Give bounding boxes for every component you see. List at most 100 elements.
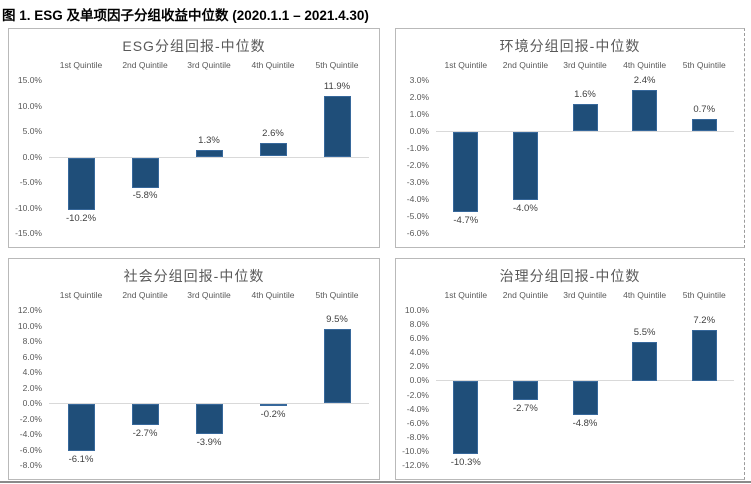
y-axis-tick-label: 0.0% (409, 126, 429, 136)
chart-title-governance: 治理分组回报-中位数 (499, 268, 641, 284)
y-axis-tick-label: -2.0% (406, 160, 429, 170)
y-axis-tick-label: -4.0% (406, 403, 429, 414)
bar-data-label: 5.5% (633, 326, 656, 338)
bar-data-label: 2.6% (262, 128, 284, 140)
zero-axis-line (436, 131, 734, 132)
bar-data-label: -2.7% (512, 403, 538, 415)
y-axis-tick-label: 6.0% (22, 351, 42, 362)
y-axis-tick-label: 10.0% (17, 100, 42, 111)
x-axis-category-label: 2nd Quintile (122, 60, 168, 70)
x-axis-category-label: 1st Quintile (444, 290, 488, 300)
y-axis-tick-label: 12.0% (17, 305, 42, 315)
y-axis-tick-label: 10.0% (404, 305, 429, 315)
x-axis-category-label: 4th Quintile (251, 290, 295, 300)
x-axis-category-label: 2nd Quintile (502, 290, 549, 300)
chart-panel-governance: 治理分组回报-中位数 1st Quintile 2nd Quintile 3rd Q… (395, 258, 745, 480)
y-axis-tick-label: -4.0% (19, 429, 42, 439)
x-axis-category-label: 3rd Quintile (563, 60, 607, 70)
y-axis-tick-label: -15.0% (15, 228, 42, 238)
zero-axis-line (436, 380, 734, 381)
bar-quintile-4 (632, 90, 658, 132)
y-axis-tick-label: 8.0% (409, 319, 429, 330)
bar-data-label: 0.7% (693, 104, 716, 116)
bar-quintile-1 (67, 157, 95, 210)
y-axis-tick-label: 10.0% (17, 320, 42, 331)
bar-quintile-1 (67, 404, 95, 451)
y-axis-tick-label: -6.0% (19, 444, 42, 455)
bar-data-label: -10.2% (65, 212, 97, 224)
bar-quintile-4 (259, 143, 287, 157)
bar-data-label: -4.8% (572, 418, 598, 430)
y-axis-tick-label: -2.0% (406, 389, 429, 400)
bar-quintile-5 (323, 95, 351, 157)
x-axis-category-label: 2nd Quintile (122, 290, 168, 300)
figure-title: 图 1. ESG 及单项因子分组收益中位数 (2020.1.1 – 2021.4… (2, 8, 369, 23)
bar-quintile-1 (453, 381, 479, 455)
y-axis-tick-label: 0.0% (22, 151, 42, 162)
bottom-divider-line (0, 481, 751, 483)
x-axis-category-label: 5th Quintile (315, 60, 359, 70)
bar-data-label: -0.2% (260, 408, 286, 420)
x-axis-category-label: 4th Quintile (251, 60, 295, 70)
bar-quintile-3 (195, 149, 223, 157)
zero-axis-line (49, 403, 369, 404)
x-axis-category-label: 1st Quintile (59, 290, 103, 300)
chart-plot-area-social: 1st Quintile 2nd Quintile 3rd Quintile 4th … (9, 286, 379, 479)
bar-data-label: 7.2% (693, 314, 716, 326)
bar-data-label: -2.7% (132, 427, 158, 439)
bar-data-label: 2.4% (633, 75, 656, 87)
y-axis-tick-label: -6.0% (406, 228, 429, 238)
y-axis-tick-label: -3.0% (406, 177, 429, 187)
y-axis-tick-label: 3.0% (409, 75, 429, 85)
chart-plot-area-governance: 1st Quintile 2nd Quintile 3rd Quintile 4th … (396, 286, 744, 479)
x-axis-category-label: 3rd Quintile (563, 290, 607, 300)
bar-data-label: 1.6% (574, 88, 596, 100)
bar-data-label: -3.9% (196, 437, 222, 449)
bar-data-label: 9.5% (326, 314, 348, 326)
x-axis-category-label: 5th Quintile (682, 290, 726, 300)
y-axis-tick-label: 8.0% (22, 336, 42, 346)
bar-data-label: -10.3% (450, 457, 481, 469)
y-axis-tick-label: 5.0% (22, 126, 42, 136)
y-axis-tick-label: -8.0% (19, 460, 42, 470)
bar-quintile-2 (512, 381, 538, 401)
x-axis-category-label: 4th Quintile (623, 290, 667, 300)
y-axis-tick-label: -10.0% (15, 202, 42, 213)
bar-quintile-3 (572, 103, 598, 131)
chart-title-social: 社会分组回报-中位数 (123, 268, 265, 284)
x-axis-category-label: 4th Quintile (623, 60, 667, 70)
x-axis-category-label: 5th Quintile (682, 60, 726, 70)
y-axis-tick-label: -5.0% (406, 211, 429, 221)
bar-data-label: -4.7% (453, 214, 479, 226)
y-axis-tick-label: -1.0% (406, 143, 429, 153)
chart-plot-area-environment: 1st Quintile 2nd Quintile 3rd Quintile 4th … (396, 56, 744, 247)
bar-quintile-5 (691, 329, 717, 381)
bar-data-label: -6.1% (68, 454, 94, 466)
chart-title-environment: 环境分组回报-中位数 (499, 38, 641, 54)
bar-data-label: 1.3% (198, 134, 220, 146)
x-axis-category-label: 3rd Quintile (187, 290, 231, 300)
bar-quintile-2 (131, 404, 159, 425)
y-axis-tick-label: 6.0% (409, 333, 429, 344)
chart-panel-environment: 环境分组回报-中位数 1st Quintile 2nd Quintile 3rd Q… (395, 28, 745, 248)
x-axis-category-label: 2nd Quintile (502, 60, 549, 70)
bar-quintile-3 (195, 404, 223, 434)
y-axis-tick-label: -12.0% (402, 460, 429, 470)
bar-quintile-2 (512, 132, 538, 200)
bar-data-label: -4.0% (512, 203, 538, 214)
bar-quintile-1 (453, 132, 479, 212)
zero-axis-line (49, 157, 369, 158)
chart-panel-social: 社会分组回报-中位数 1st Quintile 2nd Quintile 3rd Q… (8, 258, 380, 480)
x-axis-category-label: 3rd Quintile (187, 60, 231, 70)
y-axis-tick-label: 2.0% (409, 92, 429, 102)
y-axis-tick-label: -10.0% (402, 445, 429, 456)
y-axis-tick-label: -8.0% (406, 431, 429, 442)
y-axis-tick-label: 4.0% (409, 347, 429, 358)
x-axis-category-label: 1st Quintile (59, 60, 103, 70)
bar-quintile-4 (259, 404, 287, 406)
bar-data-label: -5.8% (132, 190, 158, 202)
bar-data-label: 11.9% (323, 80, 351, 92)
y-axis-tick-label: 4.0% (22, 367, 42, 377)
bar-quintile-3 (572, 381, 598, 416)
